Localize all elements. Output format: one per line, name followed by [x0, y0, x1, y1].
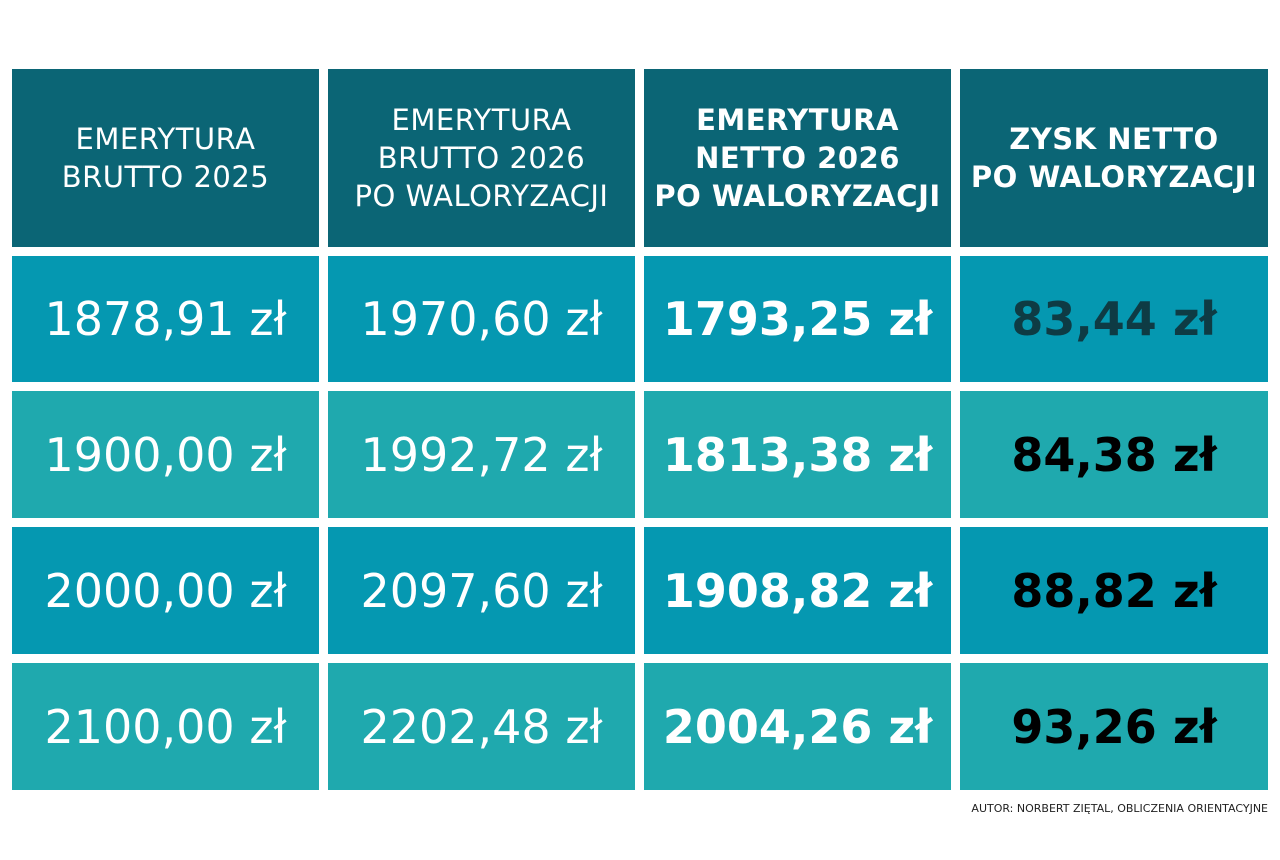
header-line: EMERYTURA [391, 103, 572, 137]
header-line: PO WALORYZACJI [654, 179, 941, 213]
value-cell: 1908,82 zł [644, 527, 951, 654]
header-cell: EMERYTURA NETTO 2026 PO WALORYZACJI [644, 69, 951, 247]
value-cell: 2100,00 zł [12, 663, 319, 790]
header-cell: EMERYTURA BRUTTO 2026 PO WALORYZACJI [328, 69, 635, 247]
value-cell: 88,82 zł [960, 527, 1268, 654]
value-cell: 1793,25 zł [644, 256, 951, 382]
value-cell: 93,26 zł [960, 663, 1268, 790]
value-cell: 83,44 zł [960, 256, 1268, 382]
header-line: PO WALORYZACJI [970, 160, 1258, 194]
header-line: EMERYTURA [696, 103, 899, 137]
value-cell: 1813,38 zł [644, 391, 951, 518]
value-cell: 2004,26 zł [644, 663, 951, 790]
header-cell: EMERYTURA BRUTTO 2025 [12, 69, 319, 247]
value-cell: 84,38 zł [960, 391, 1268, 518]
header-cell: ZYSK NETTO PO WALORYZACJI [960, 69, 1268, 247]
header-line: EMERYTURA [75, 122, 256, 156]
footer: AUTOR: NORBERT ZIĘTAL, OBLICZENIA ORIENT… [971, 802, 1268, 815]
value-cell: 2202,48 zł [328, 663, 635, 790]
header-line: ZYSK NETTO [1009, 122, 1219, 156]
value-cell: 1992,72 zł [328, 391, 635, 518]
value-cell: 2000,00 zł [12, 527, 319, 654]
value-cell: 2097,60 zł [328, 527, 635, 654]
header-line: NETTO 2026 [695, 141, 900, 175]
header-line: PO WALORYZACJI [354, 179, 609, 213]
value-cell: 1878,91 zł [12, 256, 319, 382]
header-line: BRUTTO 2026 [377, 141, 586, 175]
value-cell: 1900,00 zł [12, 391, 319, 518]
value-cell: 1970,60 zł [328, 256, 635, 382]
header-line: BRUTTO 2025 [61, 160, 270, 194]
